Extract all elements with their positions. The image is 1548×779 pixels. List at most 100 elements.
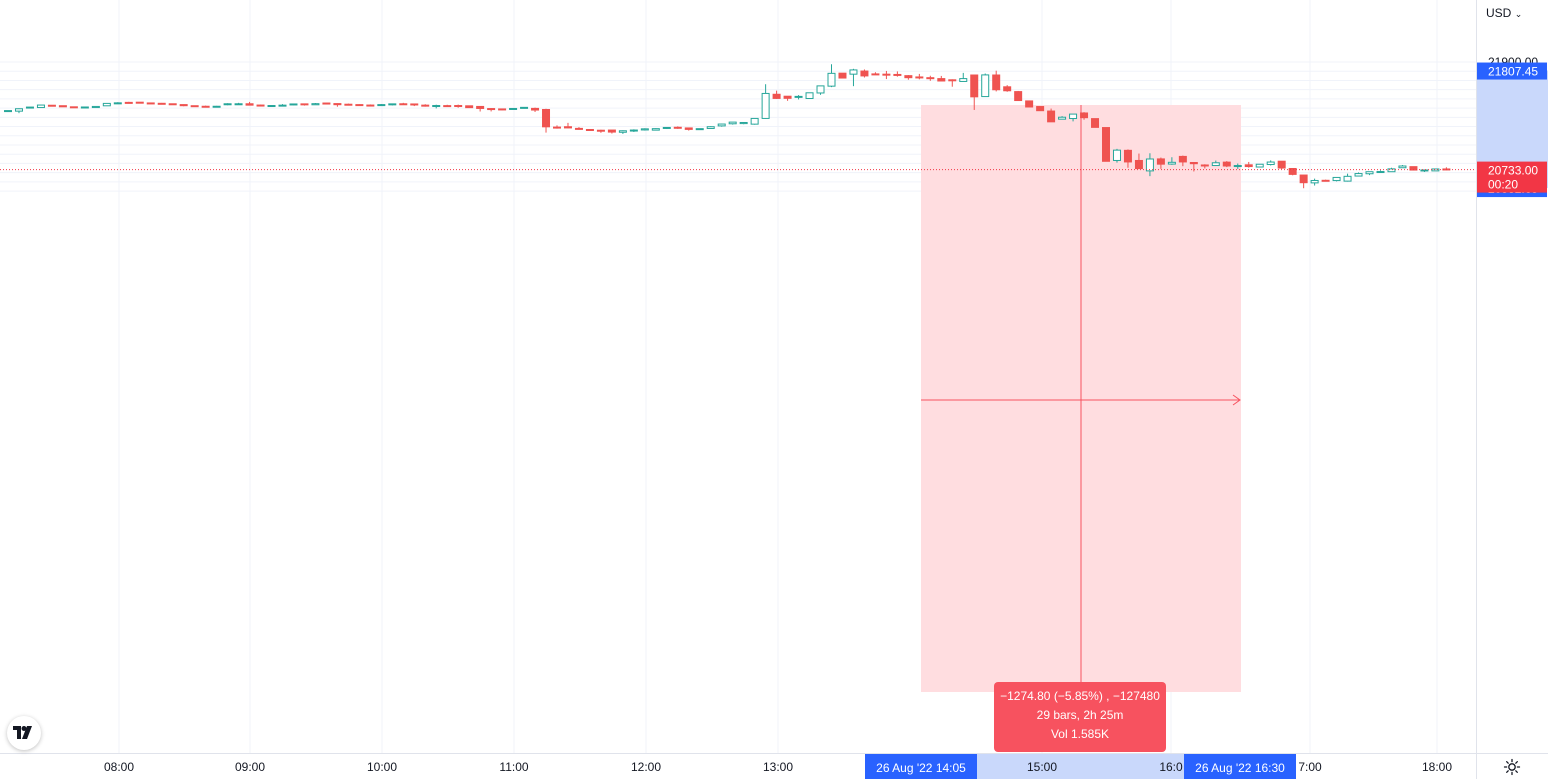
time-tick-label: 16:0 (1159, 760, 1183, 774)
candle (289, 103, 298, 106)
candle (179, 104, 188, 107)
svg-text:26 Aug '22 14:05: 26 Aug '22 14:05 (876, 761, 966, 775)
candle (1025, 100, 1034, 108)
candle (36, 104, 45, 109)
candle-series (4, 64, 1451, 189)
candle (629, 129, 638, 132)
currency-selector[interactable]: USD ⌄ (1486, 6, 1522, 20)
start-time-label: 26 Aug '22 14:05 (865, 754, 977, 779)
candle (1036, 106, 1045, 112)
chevron-down-icon: ⌄ (1514, 9, 1523, 19)
candle (80, 106, 89, 109)
candle (1080, 112, 1089, 120)
candle (1222, 161, 1231, 168)
candle (1376, 170, 1385, 174)
high-price-label: 21807.45 (1477, 62, 1547, 80)
candle (1200, 164, 1209, 169)
candle (970, 74, 979, 110)
candle (58, 105, 67, 108)
candle (596, 129, 605, 133)
svg-text:21807.45: 21807.45 (1488, 65, 1538, 79)
candle (695, 128, 704, 131)
candle (1123, 149, 1132, 168)
time-tick-label: 15:00 (1027, 760, 1057, 774)
candle (498, 108, 507, 111)
gear-icon[interactable] (1503, 758, 1521, 776)
candle (618, 130, 627, 134)
candle (267, 105, 276, 108)
candle (234, 102, 243, 106)
candle (915, 73, 924, 80)
candle (651, 128, 660, 131)
candle (366, 104, 375, 107)
candle (1288, 167, 1297, 176)
candle (487, 108, 496, 112)
candle (553, 125, 561, 129)
candle (805, 92, 814, 100)
candle (761, 84, 770, 119)
candle (1189, 161, 1198, 172)
candle (1299, 174, 1308, 189)
candle (1233, 163, 1242, 169)
candle (1003, 85, 1012, 92)
candle (1332, 176, 1341, 182)
time-tick-label: 18:00 (1422, 760, 1452, 774)
candle (421, 104, 430, 107)
tradingview-logo-icon[interactable] (7, 716, 41, 750)
candle (937, 75, 946, 82)
candle (25, 106, 34, 109)
candle (1134, 153, 1143, 170)
candle (673, 126, 682, 129)
candle (585, 128, 594, 131)
time-tick-label: 08:00 (104, 760, 134, 774)
candle (1211, 160, 1220, 167)
candle (1277, 160, 1286, 170)
candle (256, 104, 265, 107)
measure-bars-text: 29 bars, 2h 25m (1036, 708, 1124, 722)
candle (311, 103, 320, 106)
candle (531, 107, 540, 112)
candle (388, 103, 397, 106)
candle (223, 103, 232, 106)
candle (1354, 172, 1363, 177)
candle (124, 101, 133, 104)
candle (157, 102, 166, 105)
candle (1420, 169, 1429, 172)
candle (91, 105, 100, 109)
candle (201, 105, 210, 108)
candle (465, 105, 474, 109)
svg-text:26 Aug '22 16:30: 26 Aug '22 16:30 (1195, 761, 1285, 775)
candle (750, 117, 759, 125)
candle (1255, 163, 1264, 168)
candle (520, 106, 529, 109)
candle (893, 71, 902, 77)
candle (772, 90, 781, 99)
time-tick-label: 12:00 (631, 760, 661, 774)
candle (1047, 108, 1056, 123)
candle (102, 102, 111, 107)
candle (1310, 178, 1319, 186)
candle (113, 102, 122, 105)
candle (399, 102, 408, 106)
candle (377, 104, 386, 107)
candle (135, 101, 144, 104)
candle (212, 105, 221, 108)
candle (1266, 160, 1275, 166)
candle (333, 103, 342, 107)
candle (849, 68, 858, 87)
candle (1156, 157, 1165, 169)
candle (322, 102, 331, 105)
candle (69, 106, 78, 109)
candle (168, 103, 177, 106)
measure-change-text: −1274.80 (−5.85%) , −127480 (1000, 689, 1160, 703)
measure-info-box: −1274.80 (−5.85%) , −127480 29 bars, 2h … (994, 682, 1166, 752)
candle (959, 72, 968, 82)
candle (1343, 173, 1352, 182)
candle (739, 121, 748, 125)
candle (1145, 153, 1154, 177)
candle (574, 127, 583, 130)
time-tick-label: 10:00 (367, 760, 397, 774)
